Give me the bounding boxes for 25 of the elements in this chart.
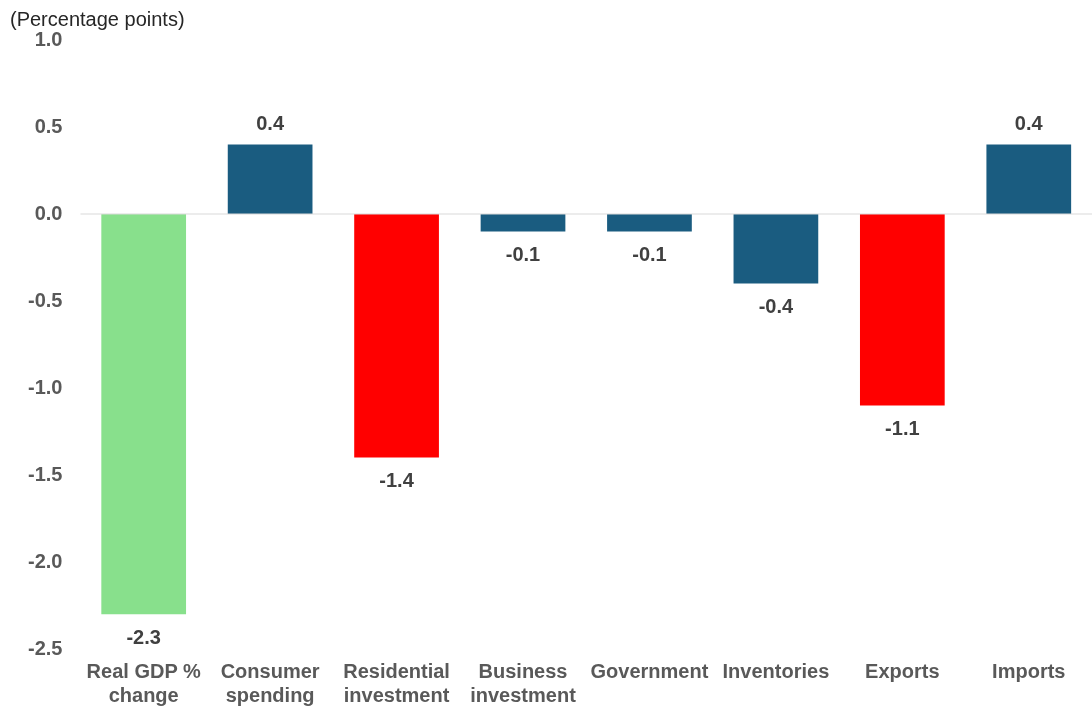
data-label: -1.4 bbox=[379, 469, 415, 492]
y-tick-label: -1.0 bbox=[27, 375, 63, 398]
data-label: -0.1 bbox=[505, 242, 541, 265]
data-label: -1.1 bbox=[885, 416, 920, 439]
y-tick-label: 1.0 bbox=[34, 27, 63, 50]
x-tick-label: Government bbox=[590, 659, 709, 682]
x-tick-label: Business investment bbox=[470, 659, 577, 706]
y-axis-title: (Percentage points) bbox=[10, 7, 185, 30]
data-label: -0.4 bbox=[758, 295, 794, 318]
x-tick-label: Real GDP % change bbox=[86, 659, 201, 706]
data-label: 0.4 bbox=[256, 111, 285, 134]
data-label: 0.4 bbox=[1014, 111, 1044, 134]
x-tick-label: Residential investment bbox=[343, 659, 450, 706]
y-tick-label: 0.5 bbox=[34, 114, 63, 137]
y-tick-label: 0.0 bbox=[34, 201, 63, 224]
y-tick-label: -0.5 bbox=[27, 288, 63, 311]
data-label: -0.1 bbox=[632, 242, 667, 265]
y-tick-label: -1.5 bbox=[27, 462, 63, 485]
x-tick-label: Inventories bbox=[722, 659, 830, 682]
data-label: -2.3 bbox=[126, 625, 161, 648]
x-tick-label: Imports bbox=[992, 659, 1066, 682]
y-tick-label: -2.0 bbox=[27, 549, 63, 572]
x-tick-label: Exports bbox=[865, 659, 940, 682]
x-tick-label: Consumer spending bbox=[220, 659, 320, 706]
y-tick-label: -2.5 bbox=[27, 636, 63, 659]
